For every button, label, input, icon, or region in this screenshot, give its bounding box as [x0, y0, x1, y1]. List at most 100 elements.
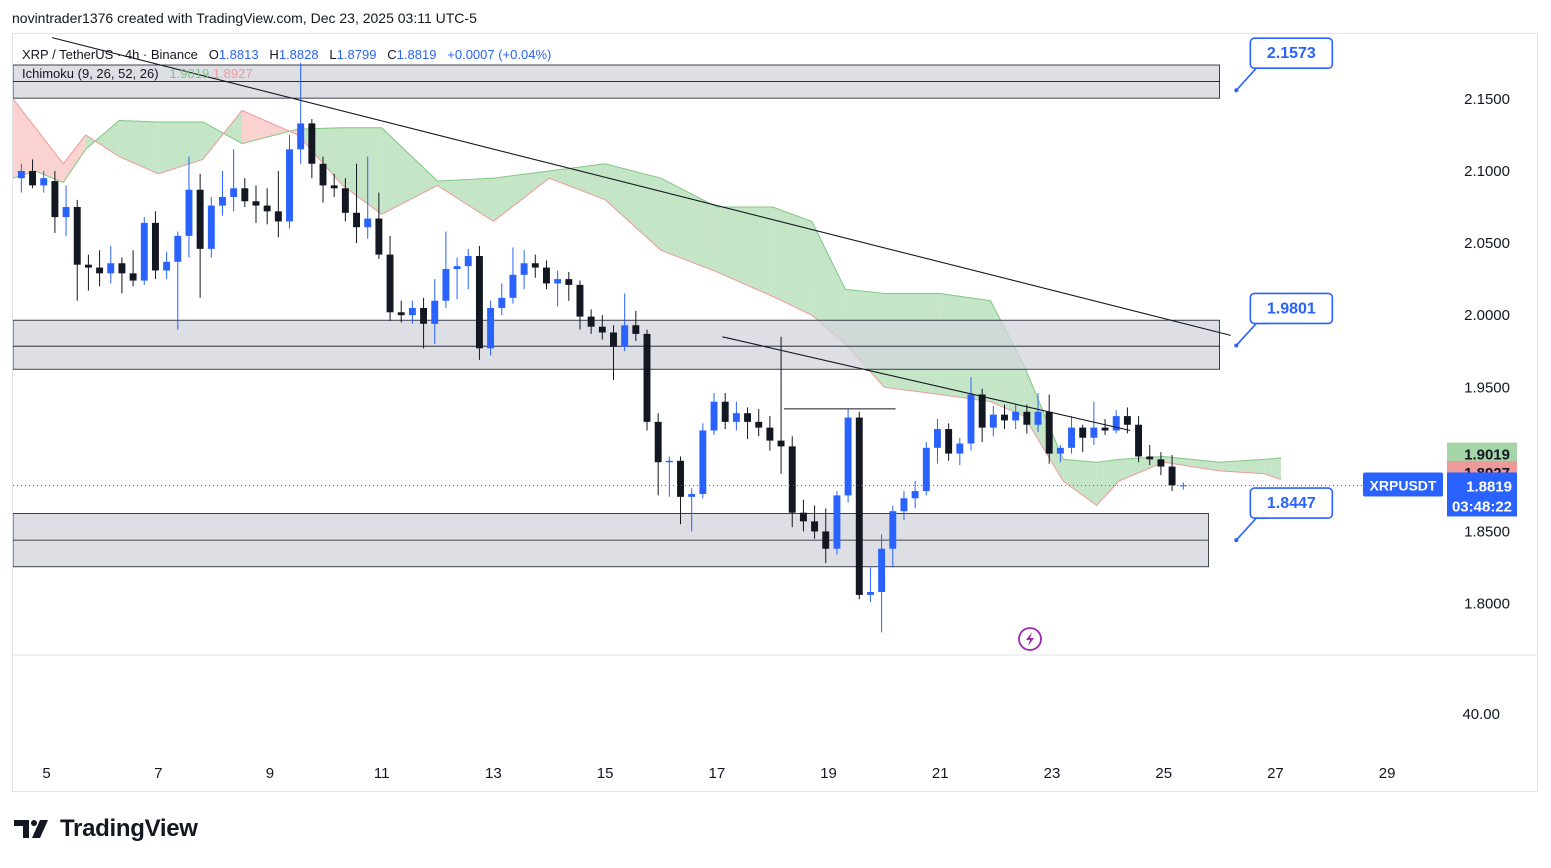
candle-bullish[interactable]	[956, 443, 964, 454]
candle-bearish[interactable]	[129, 273, 137, 281]
candle-bearish[interactable]	[576, 284, 584, 317]
candle-bearish[interactable]	[397, 312, 405, 316]
candle-bearish[interactable]	[766, 427, 774, 441]
candle-bullish[interactable]	[62, 207, 70, 218]
candle-bearish[interactable]	[274, 211, 282, 222]
candle-bearish[interactable]	[978, 394, 986, 428]
candle-bullish[interactable]	[833, 495, 841, 549]
candle-bearish[interactable]	[777, 440, 785, 447]
candle-bearish[interactable]	[475, 256, 483, 349]
candle-bearish[interactable]	[341, 188, 349, 213]
candle-bullish[interactable]	[174, 235, 182, 262]
candle-bullish[interactable]	[1179, 485, 1187, 487]
candle-bearish[interactable]	[1001, 414, 1008, 421]
candle-bearish[interactable]	[1157, 459, 1165, 467]
candle-bearish[interactable]	[945, 429, 953, 454]
candle-bearish[interactable]	[565, 279, 573, 285]
candle-bearish[interactable]	[755, 421, 763, 428]
candle-bearish[interactable]	[531, 263, 539, 268]
callout-box[interactable]	[1249, 37, 1334, 70]
candle-bullish[interactable]	[297, 123, 305, 150]
candle-bullish[interactable]	[1068, 427, 1075, 448]
candle-bullish[interactable]	[40, 178, 48, 186]
candle-bearish[interactable]	[1101, 427, 1109, 431]
candle-bullish[interactable]	[1034, 411, 1042, 425]
candle-bullish[interactable]	[464, 256, 472, 267]
candle-bearish[interactable]	[587, 316, 595, 327]
candle-bullish[interactable]	[509, 274, 517, 298]
candle-bullish[interactable]	[1056, 447, 1064, 454]
candle-bullish[interactable]	[498, 297, 506, 308]
candle-bearish[interactable]	[353, 212, 360, 228]
candle-bullish[interactable]	[17, 170, 25, 179]
candle-bullish[interactable]	[431, 300, 439, 324]
candle-bearish[interactable]	[420, 307, 428, 324]
candle-bearish[interactable]	[855, 417, 863, 595]
candle-bullish[interactable]	[878, 548, 886, 592]
candle-bearish[interactable]	[610, 332, 617, 347]
candle-bullish[interactable]	[900, 498, 908, 512]
symbol-tag-bg[interactable]	[1363, 472, 1443, 497]
candle-bearish[interactable]	[263, 205, 271, 212]
candle-bullish[interactable]	[453, 266, 461, 270]
candle-bullish[interactable]	[688, 493, 696, 497]
candle-bearish[interactable]	[654, 421, 662, 463]
candle-bullish[interactable]	[140, 222, 148, 281]
candle-bullish[interactable]	[554, 279, 562, 284]
candle-bearish[interactable]	[29, 170, 37, 186]
candle-bearish[interactable]	[196, 189, 204, 249]
candle-bullish[interactable]	[286, 149, 293, 222]
candle-bullish[interactable]	[520, 263, 528, 275]
candle-bullish[interactable]	[185, 189, 193, 236]
candle-bullish[interactable]	[487, 307, 495, 349]
candle-bullish[interactable]	[866, 592, 874, 595]
candle-bullish[interactable]	[364, 218, 372, 228]
candle-bearish[interactable]	[632, 325, 640, 334]
candle-bullish[interactable]	[1012, 411, 1020, 421]
candle-bullish[interactable]	[911, 491, 919, 499]
candle-bullish[interactable]	[107, 263, 115, 274]
candle-bearish[interactable]	[252, 201, 260, 206]
candle-bearish[interactable]	[744, 413, 752, 422]
candle-bearish[interactable]	[1023, 411, 1031, 425]
candle-bearish[interactable]	[643, 333, 651, 422]
candle-bearish[interactable]	[330, 185, 338, 189]
candle-bullish[interactable]	[408, 307, 416, 316]
candle-bearish[interactable]	[1146, 456, 1154, 460]
candle-bullish[interactable]	[699, 430, 707, 494]
candle-bullish[interactable]	[163, 261, 171, 271]
candle-bearish[interactable]	[319, 163, 327, 186]
candle-bullish[interactable]	[989, 414, 997, 428]
candle-bullish[interactable]	[967, 394, 975, 444]
candle-bearish[interactable]	[788, 446, 796, 513]
candle-bearish[interactable]	[386, 254, 394, 313]
candle-bullish[interactable]	[844, 417, 852, 496]
candle-bearish[interactable]	[799, 512, 807, 522]
candle-bullish[interactable]	[207, 205, 215, 249]
candle-bullish[interactable]	[442, 269, 450, 301]
candle-bearish[interactable]	[811, 521, 819, 532]
candle-bullish[interactable]	[621, 325, 629, 347]
candle-bullish[interactable]	[665, 460, 673, 463]
candle-bullish[interactable]	[934, 429, 941, 448]
candle-bearish[interactable]	[721, 401, 729, 422]
callout-box[interactable]	[1249, 487, 1334, 519]
candle-bearish[interactable]	[151, 222, 159, 271]
candle-bearish[interactable]	[1135, 424, 1143, 457]
plot-area[interactable]	[13, 37, 1282, 633]
candle-bullish[interactable]	[230, 188, 238, 197]
candle-bearish[interactable]	[118, 263, 126, 274]
candle-bearish[interactable]	[96, 267, 104, 274]
candle-bullish[interactable]	[710, 401, 718, 431]
candle-bullish[interactable]	[1112, 416, 1120, 431]
candle-bearish[interactable]	[1079, 427, 1087, 438]
candle-bearish[interactable]	[73, 207, 81, 265]
candle-bearish[interactable]	[51, 181, 59, 218]
candle-bearish[interactable]	[1045, 411, 1053, 454]
legend-row-indicator[interactable]: Ichimoku (9, 26, 52, 26) 1.9019 1.8927	[22, 64, 551, 83]
tradingview-logo[interactable]: TradingView	[14, 815, 198, 843]
candle-bullish[interactable]	[219, 196, 226, 206]
candle-bullish[interactable]	[732, 413, 740, 422]
candle-bearish[interactable]	[677, 460, 684, 497]
